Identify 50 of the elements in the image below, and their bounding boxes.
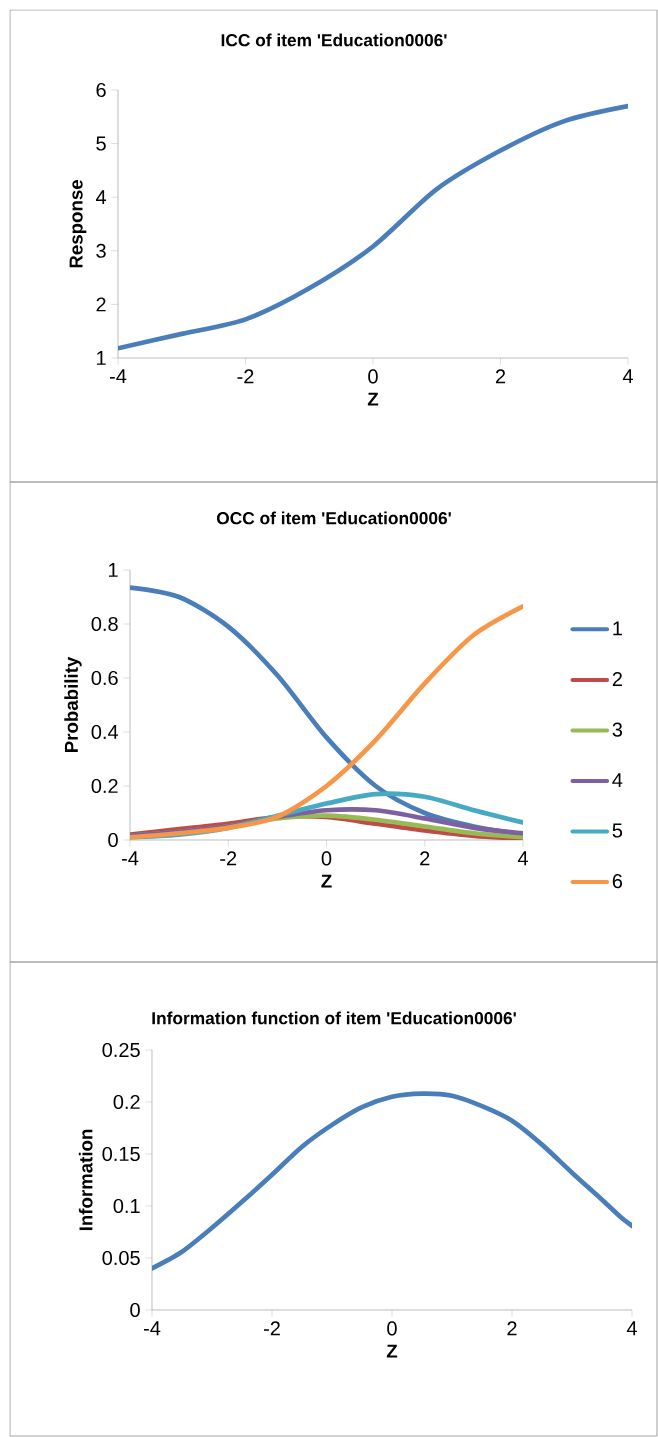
y-tick-label: 5 [96,136,106,151]
x-tick-label: -4 [143,1321,161,1336]
y-tick-label: 4 [95,190,107,205]
y-tick-label: 0.6 [91,670,118,686]
y-tick-label: 0.1 [113,1198,140,1214]
x-tick-label: 4 [622,369,633,384]
y-tick-label: 0.25 [102,1042,140,1058]
y-tick-label: 0.05 [102,1250,140,1266]
legend-label: 3 [612,722,623,737]
y-tick-label: 0 [108,832,118,848]
chart-title: OCC of item 'Education0006' [216,511,451,525]
y-tick-label: 0 [130,1302,140,1318]
y-axis-title: Information [78,1129,93,1231]
y-tick-label: 0.4 [91,724,119,740]
x-tick-label: 2 [507,1321,517,1336]
x-tick-label: -2 [220,851,237,866]
y-tick-label: 6 [96,82,106,98]
x-axis-title: Z [321,874,332,888]
legend-label: 1 [613,621,622,636]
line-series [118,103,628,351]
x-tick-label: 0 [321,851,332,866]
legend-label: 6 [612,874,623,889]
y-tick-label: 0.2 [113,1094,140,1110]
y-tick-label: 0.15 [102,1146,140,1162]
x-tick-label: -2 [237,369,254,384]
x-tick-label: 4 [517,851,528,866]
line-series [152,1091,632,1271]
legend-label: 2 [612,671,622,686]
y-tick-label: 0.8 [91,616,118,632]
x-tick-label: -2 [263,1321,280,1336]
chart-title: Information function of item 'Education0006' [152,1011,516,1025]
y-tick-label: 2 [96,297,106,312]
x-tick-label: 2 [495,369,506,384]
y-tick-label: 1 [109,563,118,577]
x-tick-label: 4 [626,1321,637,1336]
y-axis-title: Response [69,180,87,268]
legend-label: 5 [612,823,623,838]
y-tick-label: 3 [96,243,106,258]
x-tick-label: 0 [368,369,378,384]
y-axis-title: Probability [64,656,82,752]
x-axis-title: Z [367,392,379,406]
x-tick-label: 0 [387,1321,397,1336]
y-tick-label: 0.2 [91,778,118,794]
y-tick-label: 1 [97,351,106,365]
x-tick-label: 2 [420,851,430,866]
legend-label: 4 [612,773,623,787]
chart-title: ICC of item 'Education0006' [221,33,447,47]
x-axis-title: Z [386,1344,398,1358]
x-tick-label: -4 [109,369,127,384]
x-tick-label: -4 [121,851,139,866]
